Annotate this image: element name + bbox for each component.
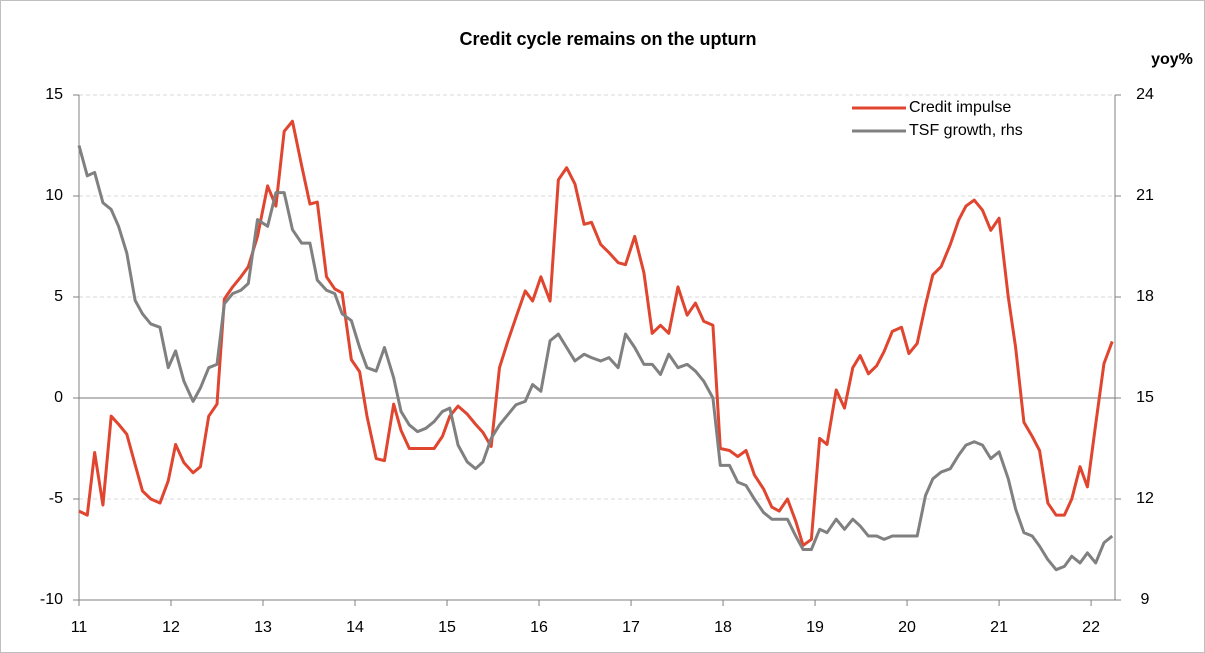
y2-axis-label: yoy%: [1151, 51, 1193, 68]
x-tick-label: 15: [438, 619, 456, 636]
x-tick-label: 12: [162, 619, 180, 636]
y2-tick-label: 24: [1136, 86, 1154, 103]
x-tick-label: 16: [530, 619, 548, 636]
series-line: [77, 145, 1114, 572]
legend-label: TSF growth, rhs: [909, 122, 1023, 139]
x-tick-label: 14: [346, 619, 364, 636]
x-tick-label: 18: [714, 619, 732, 636]
legend-label: Credit impulse: [909, 99, 1011, 116]
y-tick-label: 0: [54, 389, 63, 406]
y2-tick-label: 21: [1136, 187, 1154, 204]
x-tick-label: 13: [254, 619, 272, 636]
y-tick-label: 10: [45, 187, 63, 204]
y2-tick-label: 9: [1141, 591, 1150, 608]
y2-tick-label: 18: [1136, 288, 1154, 305]
x-tick-label: 21: [990, 619, 1008, 636]
y-tick-label: -10: [40, 591, 63, 608]
y-tick-label: 5: [54, 288, 63, 305]
series-line: [78, 119, 1114, 547]
y-tick-label: -5: [49, 490, 63, 507]
y-tick-label: 15: [45, 86, 63, 103]
x-tick-label: 11: [71, 619, 88, 636]
x-tick-label: 20: [898, 619, 916, 636]
y2-tick-label: 15: [1136, 389, 1154, 406]
x-tick-label: 22: [1082, 619, 1100, 636]
chart-title: Credit cycle remains on the upturn: [459, 29, 756, 49]
x-tick-label: 17: [622, 619, 640, 636]
x-tick-label: 19: [806, 619, 824, 636]
y2-tick-label: 12: [1136, 490, 1154, 507]
